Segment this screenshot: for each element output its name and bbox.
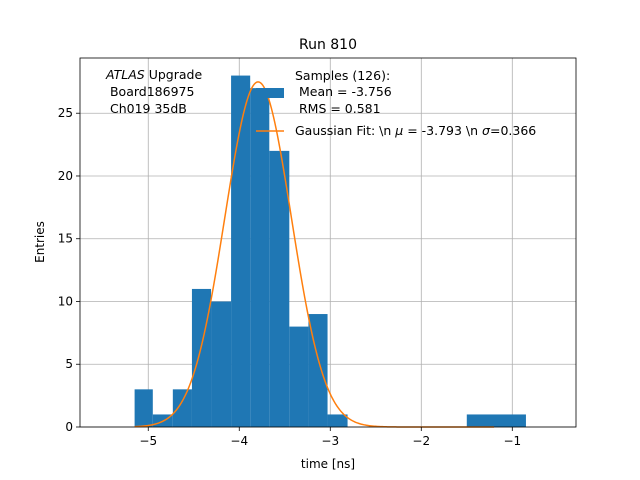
histogram-bar bbox=[327, 414, 348, 427]
atlas-annotation: ATLAS Upgrade Board186975 Ch019 35dB bbox=[105, 67, 202, 116]
x-tick-label: −1 bbox=[503, 434, 521, 448]
x-axis-label: time [ns] bbox=[301, 457, 355, 471]
y-tick-label: 20 bbox=[58, 169, 73, 183]
x-tick-label: −5 bbox=[139, 434, 157, 448]
y-tick-label: 15 bbox=[58, 232, 73, 246]
y-axis-ticks: 0 5 10 15 20 25 bbox=[58, 106, 80, 434]
x-tick-label: −2 bbox=[412, 434, 430, 448]
annotation-atlas: ATLAS bbox=[105, 67, 145, 82]
histogram-bar bbox=[231, 75, 251, 428]
x-axis-ticks: −5 −4 −3 −2 −1 bbox=[139, 427, 521, 448]
legend-samples-patch bbox=[256, 88, 284, 98]
plot-frame bbox=[79, 57, 577, 428]
histogram-bar bbox=[466, 414, 526, 427]
histogram-bars bbox=[134, 75, 526, 428]
legend-fit-sigma: σ bbox=[482, 123, 491, 138]
chart-title: Run 810 bbox=[299, 37, 357, 53]
y-tick-label: 5 bbox=[65, 357, 73, 371]
legend-samples-title: Samples (126): bbox=[295, 68, 390, 83]
annotation-line-1: ATLAS Upgrade bbox=[105, 67, 202, 82]
annotation-upgrade: Upgrade bbox=[145, 67, 203, 82]
legend-fit-post: =0.366 bbox=[490, 123, 536, 138]
x-tick-label: −3 bbox=[321, 434, 339, 448]
histogram-bar bbox=[172, 389, 192, 427]
legend: Samples (126): Mean = -3.756 RMS = 0.581… bbox=[256, 68, 536, 138]
legend-samples-mean: Mean = -3.756 bbox=[295, 84, 392, 99]
y-axis-label: Entries bbox=[33, 221, 47, 263]
legend-fit-mu: μ bbox=[394, 123, 403, 138]
legend-fit-mid: = -3.793 \n bbox=[403, 123, 482, 138]
y-tick-label: 10 bbox=[58, 294, 73, 308]
histogram-bar bbox=[250, 88, 270, 428]
histogram-bar bbox=[134, 389, 153, 427]
annotation-board: Board186975 bbox=[106, 84, 194, 99]
legend-fit-pre: Gaussian Fit: \n bbox=[295, 123, 395, 138]
histogram-bar bbox=[289, 326, 309, 427]
histogram-bar bbox=[191, 288, 212, 427]
annotation-channel: Ch019 35dB bbox=[106, 101, 187, 116]
histogram-bar bbox=[211, 301, 232, 427]
histogram-bar bbox=[269, 150, 290, 427]
y-tick-label: 25 bbox=[58, 106, 73, 120]
legend-samples-rms: RMS = 0.581 bbox=[295, 101, 381, 116]
legend-fit-label: Gaussian Fit: \n μ = -3.793 \n σ=0.366 bbox=[295, 123, 536, 138]
y-tick-label: 0 bbox=[65, 420, 73, 434]
x-tick-label: −4 bbox=[230, 434, 248, 448]
